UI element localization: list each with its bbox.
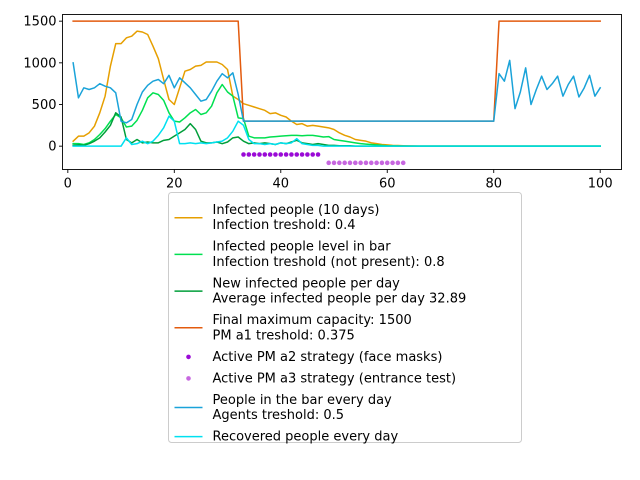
series-5-point	[358, 160, 363, 166]
legend: Infected people (10 days)Infection tresh…	[168, 192, 522, 445]
series-4-point	[310, 152, 316, 157]
series-line-6	[72, 59, 602, 124]
series-4-point	[299, 152, 305, 157]
series-4-point	[251, 152, 257, 157]
series-5-point	[363, 160, 369, 166]
series-line-0	[72, 30, 601, 147]
legend-label: Infection treshold: 0.4	[213, 218, 356, 233]
y-tick-label: 0	[48, 140, 56, 155]
y-tick-label: 1500	[23, 15, 56, 30]
legend-label: Average infected people per day 32.89	[213, 292, 467, 307]
legend-label: PM a1 treshold: 0.375	[213, 328, 355, 343]
legend-handle	[186, 376, 191, 381]
x-tick-label: 60	[379, 177, 396, 192]
legend-label: Final maximum capacity: 1500	[213, 313, 412, 328]
series-line-1	[72, 83, 601, 147]
series-5-point	[400, 160, 406, 166]
legend-label: Active PM a3 strategy (entrance test)	[213, 371, 457, 386]
x-tick-label: 40	[273, 177, 290, 192]
series-4-point	[246, 152, 252, 157]
series-5-point	[331, 160, 337, 166]
series-4-point	[267, 152, 273, 157]
series-4-point	[294, 152, 300, 157]
series-line-3	[72, 20, 601, 122]
series-5-point	[390, 160, 395, 166]
legend-handle	[186, 354, 191, 360]
series-4-point	[283, 152, 289, 157]
series-4-point	[278, 152, 284, 157]
legend-label: New infected people per day	[213, 276, 401, 291]
x-tick-label: 80	[485, 177, 502, 192]
series-5-point	[379, 160, 385, 166]
legend-label: Infected people level in bar	[213, 240, 392, 255]
series-4-point	[262, 152, 268, 157]
series-5-point	[337, 160, 342, 166]
series-5-point	[342, 160, 347, 166]
series-line-7	[72, 115, 601, 147]
x-tick-label: 100	[588, 177, 613, 192]
y-tick-label: 1000	[23, 56, 56, 71]
legend-box	[168, 192, 522, 443]
legend-label: Agents treshold: 0.5	[213, 408, 345, 423]
series-4-point	[289, 152, 294, 157]
series-4-point	[273, 152, 278, 157]
series-layer	[72, 20, 602, 166]
series-5-point	[395, 160, 401, 166]
legend-label: Infection treshold (not present): 0.8	[213, 255, 445, 270]
y-tick-label: 500	[32, 98, 57, 113]
series-5-point	[384, 160, 390, 166]
plot-frame	[62, 14, 622, 170]
x-tick-label: 20	[166, 177, 183, 192]
x-tick-label: 0	[64, 177, 72, 192]
series-4-point	[257, 152, 262, 157]
legend-label: People in the bar every day	[213, 393, 393, 408]
legend-label: Recovered people every day	[213, 430, 399, 445]
series-4-point	[315, 152, 321, 157]
legend-label: Active PM a2 strategy (face masks)	[213, 350, 443, 365]
series-4-point	[241, 152, 246, 157]
series-5-point	[374, 160, 379, 166]
legend-label: Infected people (10 days)	[213, 203, 380, 218]
series-5-point	[347, 160, 353, 166]
series-5-point	[368, 160, 374, 166]
series-4-point	[305, 152, 310, 157]
series-5-point	[353, 160, 358, 166]
series-5-point	[326, 160, 331, 166]
